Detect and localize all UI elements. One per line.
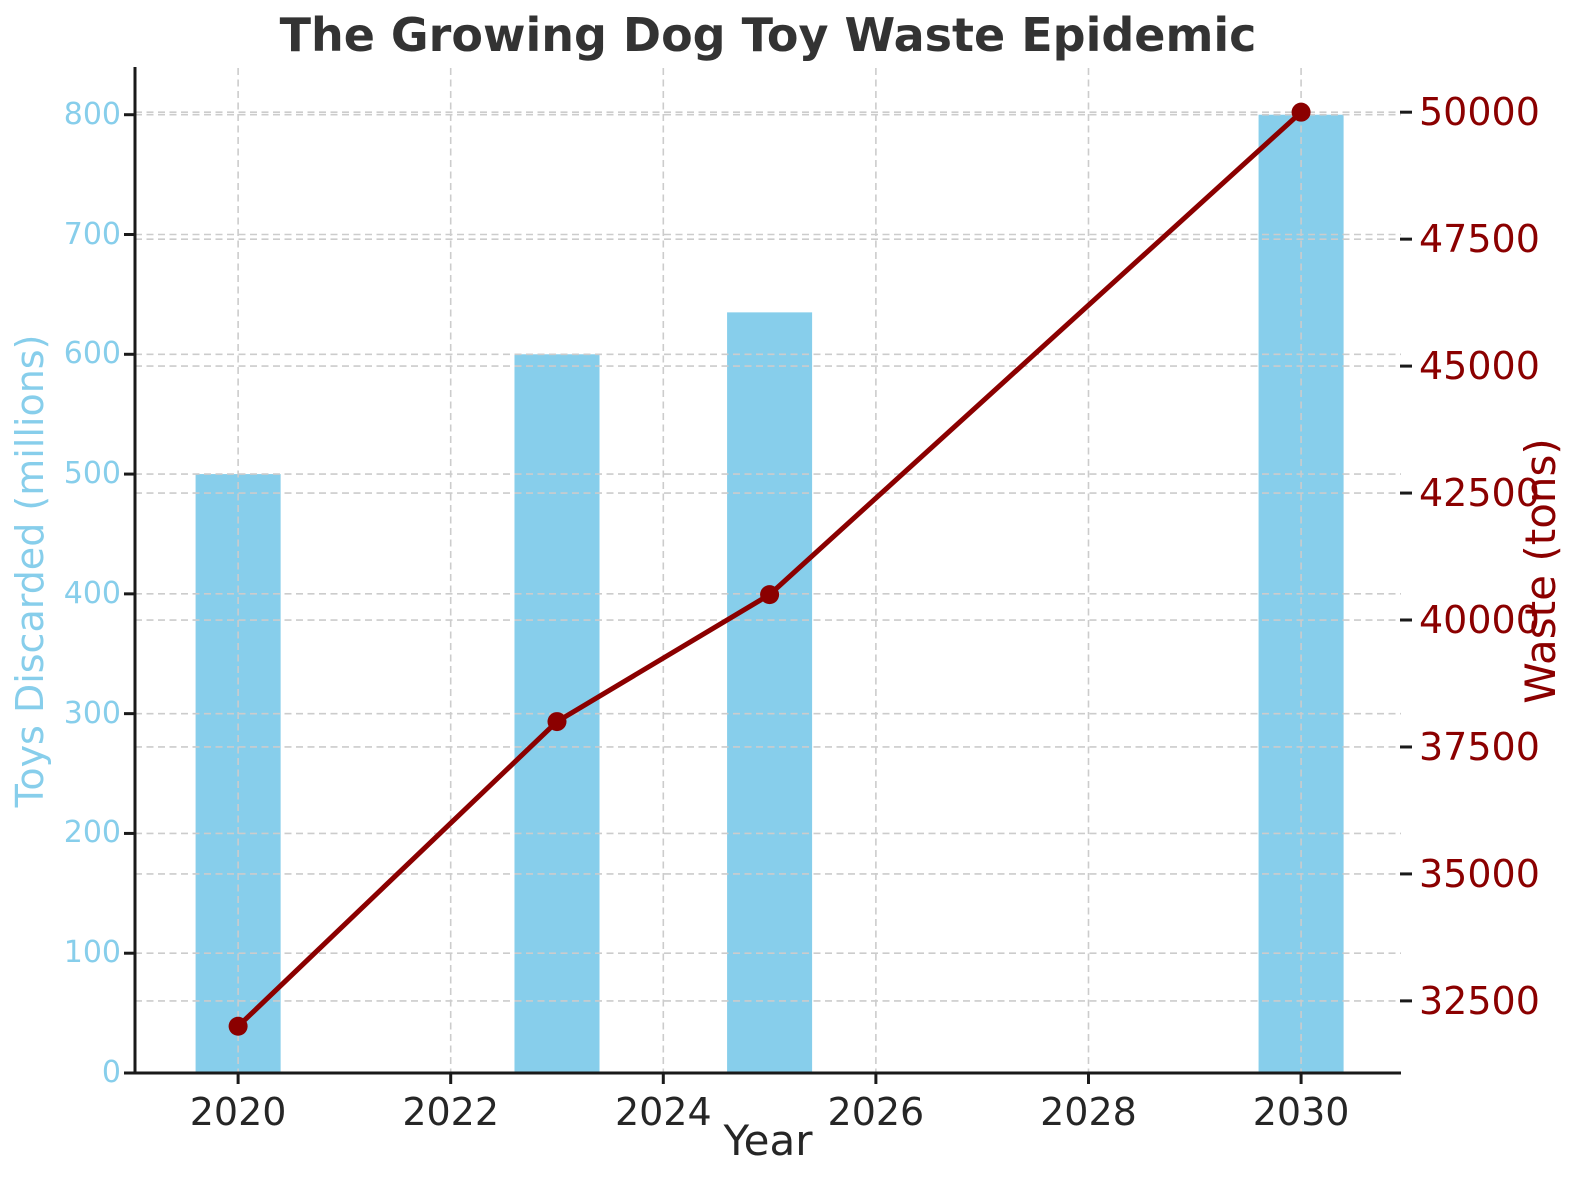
x-tick-label-2022: 2022 <box>402 1090 500 1134</box>
left-tick-label-100: 100 <box>63 935 121 971</box>
right-tick-label-32500: 32500 <box>1419 978 1540 1023</box>
right-axis-label: Waste (tons) <box>1516 438 1565 704</box>
line-marker-2020 <box>228 1016 248 1036</box>
right-tick-label-35000: 35000 <box>1419 851 1540 896</box>
x-axis-label: Year <box>723 1116 813 1165</box>
waste-line <box>235 109 1304 1029</box>
left-tick-label-0: 0 <box>101 1055 121 1090</box>
x-tick-label-2030: 2030 <box>1252 1090 1350 1134</box>
right-tick-label-42500: 42500 <box>1419 471 1540 516</box>
chart-title: The Growing Dog Toy Waste Epidemic <box>279 8 1257 62</box>
left-tick-label-200: 200 <box>63 815 121 851</box>
right-tick-label-50000: 50000 <box>1419 90 1540 135</box>
right-tick-label-45000: 45000 <box>1419 344 1540 389</box>
right-tick-label-40000: 40000 <box>1419 598 1540 642</box>
line-marker-2023 <box>547 712 567 732</box>
left-tick-label-500: 500 <box>63 456 121 492</box>
x-tick-label-2020: 2020 <box>189 1090 287 1134</box>
right-tick-label-37500: 37500 <box>1419 724 1540 769</box>
line-marker-2025 <box>760 585 780 605</box>
left-tick-label-700: 700 <box>63 216 121 252</box>
left-axis-label: Toys Discarded (millions) <box>8 334 52 808</box>
x-tick-label-2024: 2024 <box>614 1090 712 1134</box>
bar-2025 <box>727 312 813 1074</box>
x-tick-label-2026: 2026 <box>827 1090 925 1134</box>
x-tick-label-2028: 2028 <box>1040 1090 1137 1134</box>
line-marker-2030 <box>1291 102 1311 122</box>
right-tick-label-47500: 47500 <box>1419 217 1540 262</box>
left-tick-label-400: 400 <box>63 575 121 611</box>
left-tick-label-300: 300 <box>63 695 121 731</box>
left-tick-label-800: 800 <box>63 96 121 132</box>
left-tick-label-600: 600 <box>63 336 121 372</box>
